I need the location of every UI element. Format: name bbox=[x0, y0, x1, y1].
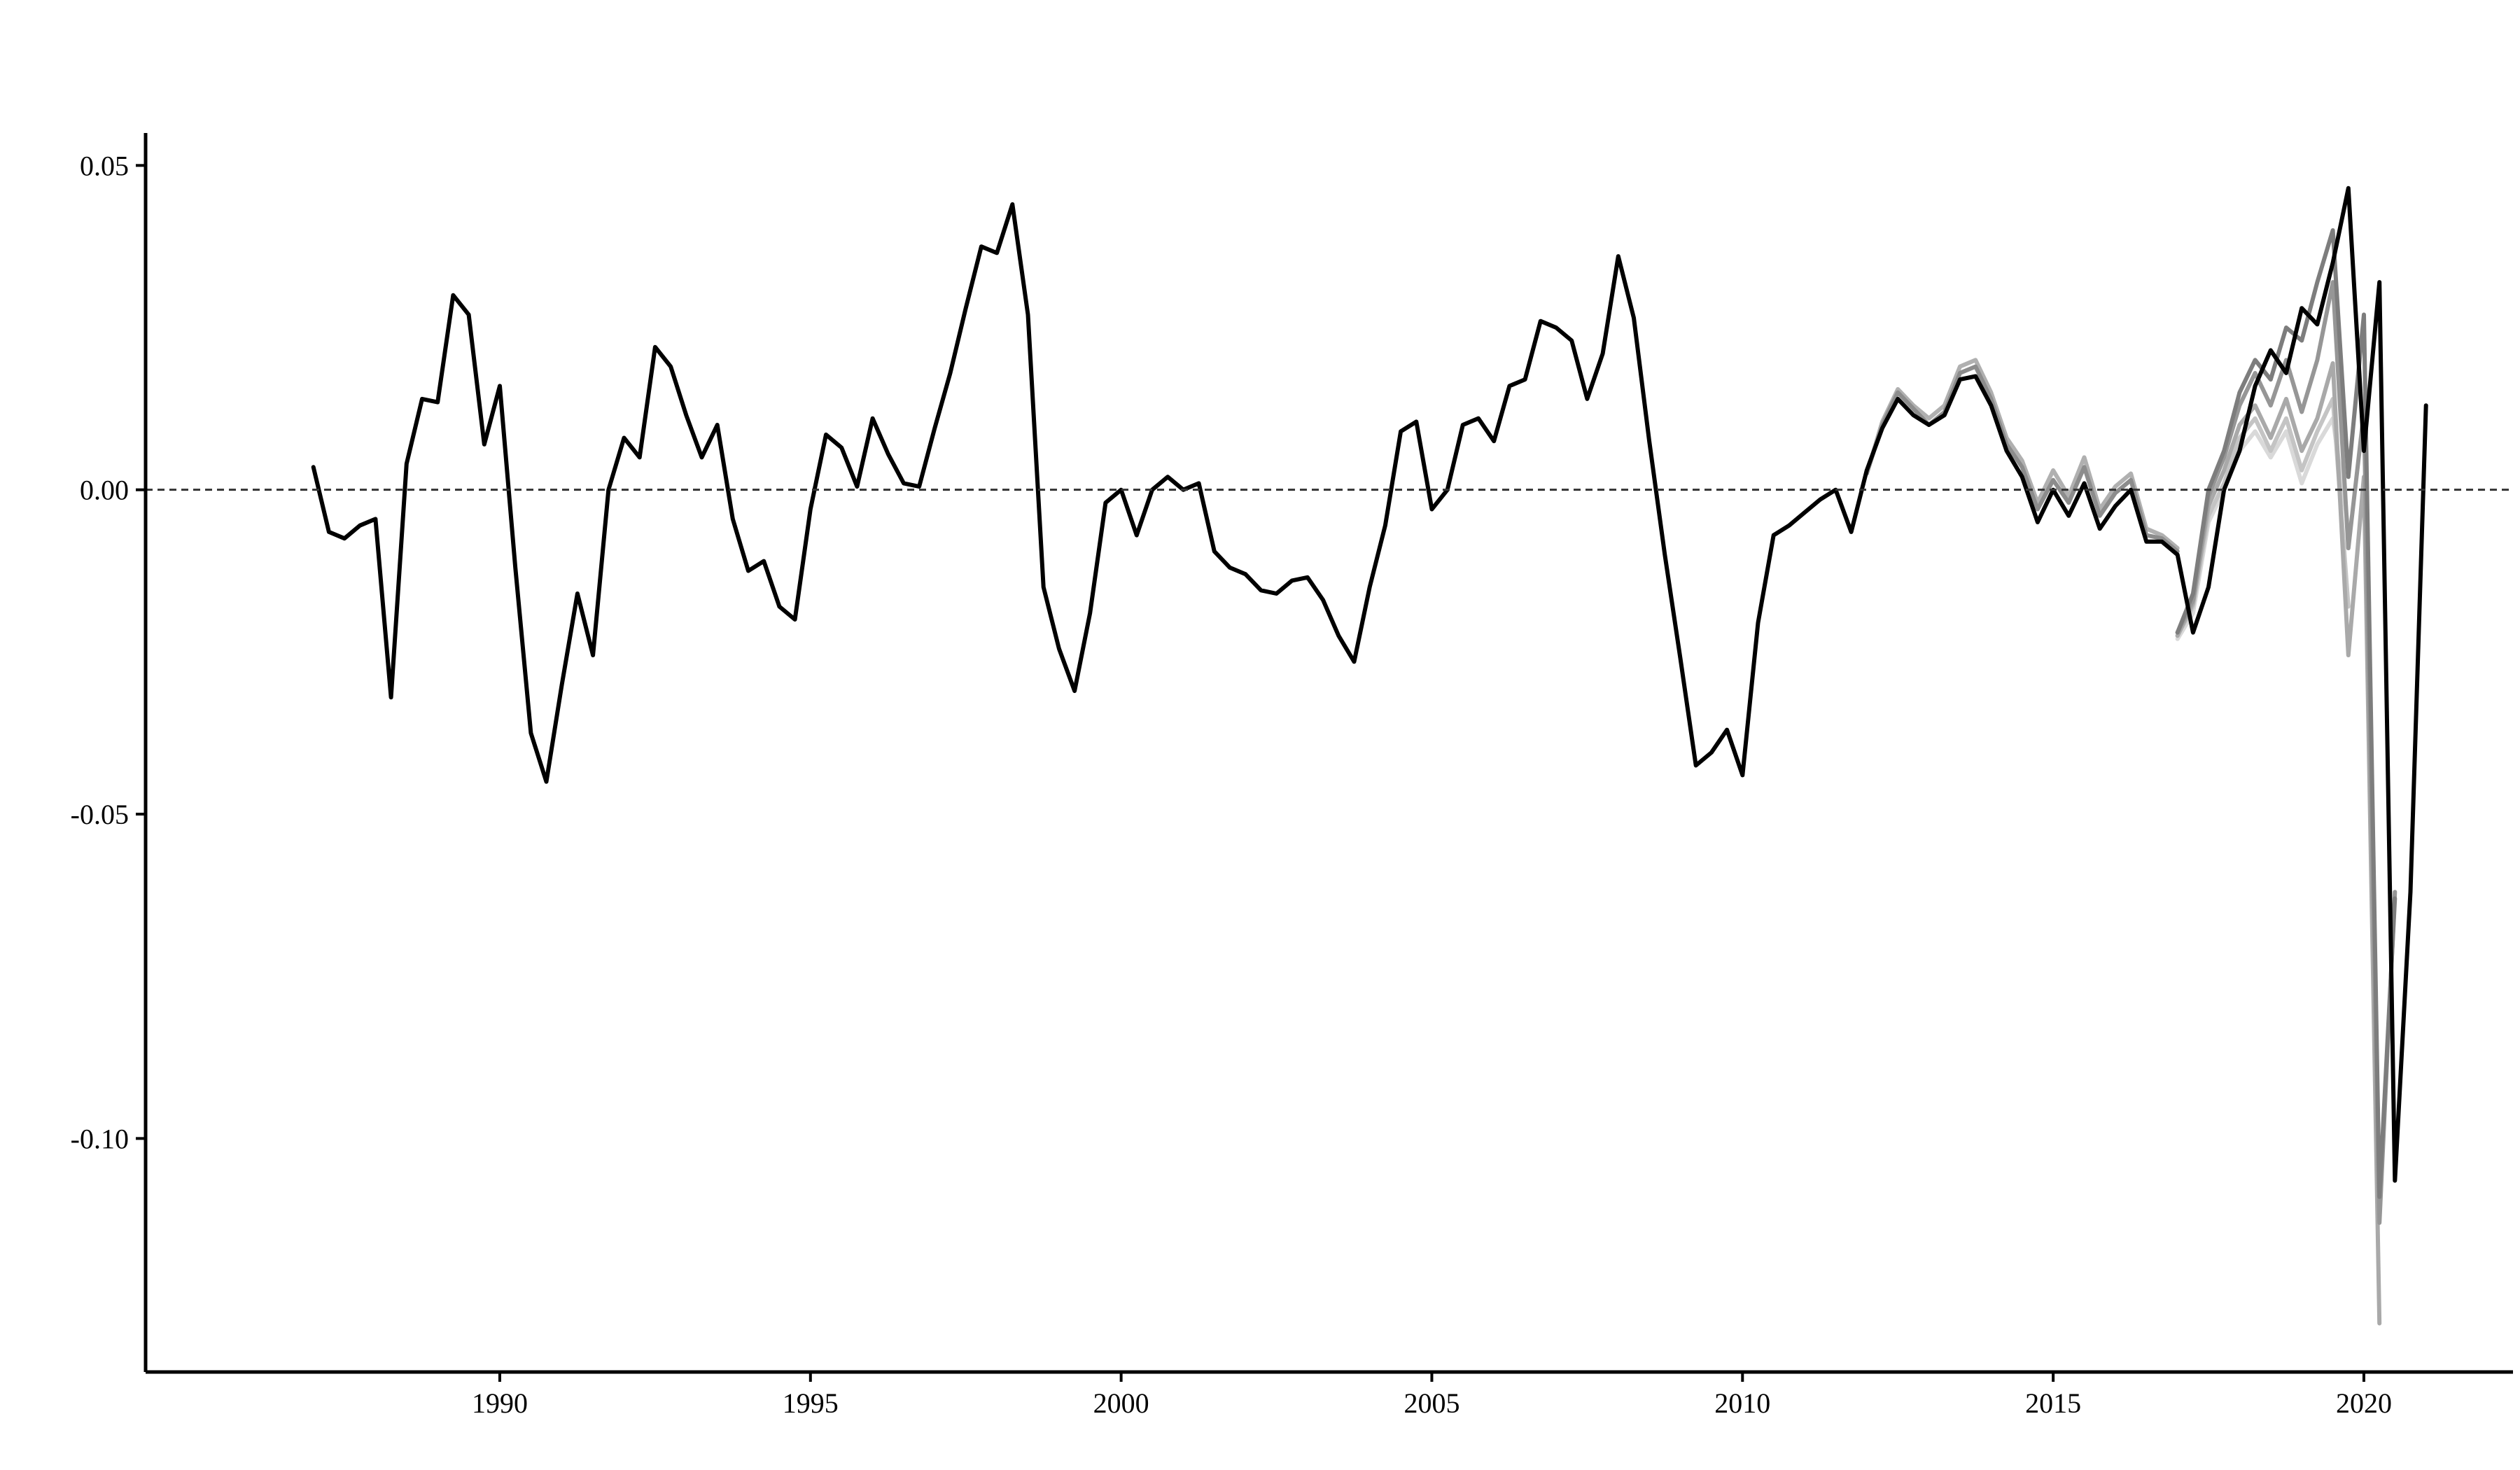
vintage-series-line-6 bbox=[1864, 358, 2180, 551]
y-tick-label: 0.05 bbox=[80, 150, 129, 181]
vintage-series-line-5 bbox=[2175, 228, 2398, 1199]
x-tick-label: 2020 bbox=[2336, 1387, 2392, 1419]
vintage-series-line-7 bbox=[1864, 364, 2180, 554]
y-tick-label: -0.10 bbox=[71, 1123, 129, 1154]
y-tick-label: 0.00 bbox=[80, 475, 129, 506]
y-tick-label: -0.05 bbox=[71, 799, 129, 830]
x-tick-label: 2005 bbox=[1404, 1387, 1460, 1419]
x-tick-label: 2000 bbox=[1093, 1387, 1149, 1419]
main-series-group bbox=[311, 186, 2428, 1183]
axes: 0.05 0.00 -0.05 -0.10 1990 1995 2000 2005 2010 20… bbox=[71, 133, 2513, 1419]
x-tick-label: 1990 bbox=[472, 1387, 528, 1419]
main-series-line bbox=[311, 186, 2428, 1183]
x-tick-label: 1995 bbox=[783, 1387, 839, 1419]
x-tick-label: 2015 bbox=[2025, 1387, 2081, 1419]
vintage-series-group bbox=[1864, 228, 2398, 1326]
x-tick-label: 2010 bbox=[1714, 1387, 1770, 1419]
vintage-series-line-3 bbox=[2175, 361, 2382, 1326]
vintage-series-line-4 bbox=[2175, 280, 2398, 1225]
